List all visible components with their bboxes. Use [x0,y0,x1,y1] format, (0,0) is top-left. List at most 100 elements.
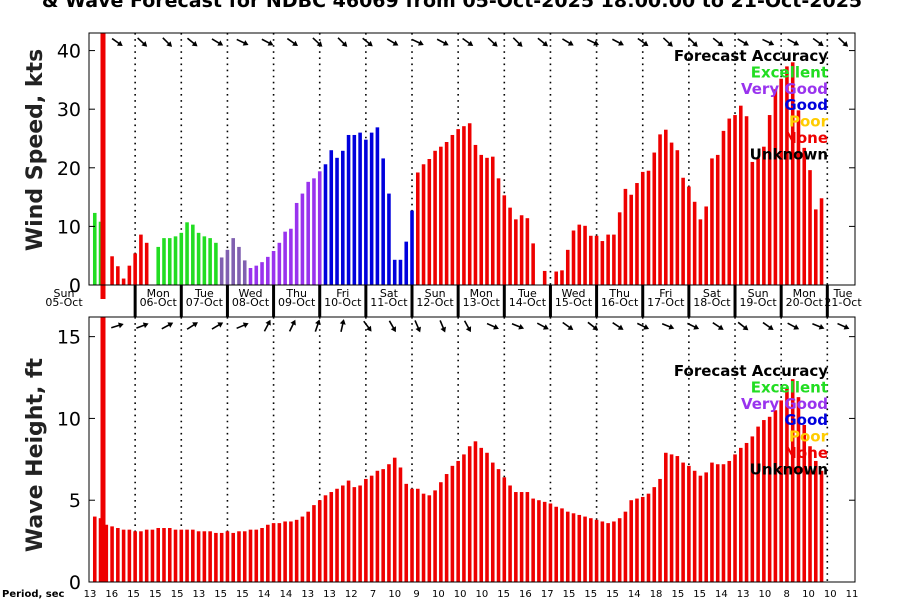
wave-bar [808,446,812,582]
day-date-label: 13-Oct [463,296,501,309]
wind-bar [277,242,282,285]
wind-bar [335,157,339,285]
day-of-week-label: Tue [833,287,853,300]
wave-bar [785,388,789,582]
wave-height-bars [92,379,824,582]
wave-bar [248,529,253,582]
wind-bar [664,129,668,285]
wave-bar [640,496,645,582]
wind-bar [606,234,610,285]
wave-bar [727,460,732,582]
wind-bar [341,150,345,285]
wind-bar [439,146,443,285]
day-of-week-label: Fri [336,287,349,300]
wave-bar [612,521,616,582]
wind-direction-arrow [211,38,224,46]
wave-direction-arrow [587,321,599,331]
day-date-label: 07-Oct [186,296,224,309]
wave-bar [462,454,466,582]
wind-bar [756,158,760,285]
wave-bar [531,498,535,582]
wave-bar [214,532,218,582]
day-date-label: 17-Oct [647,296,685,309]
wave-legend-title: Forecast Accuracy [674,362,828,380]
wave-legend-item: Unknown [750,460,828,478]
wind-bar [433,150,437,285]
period-tick: 17 [541,589,554,600]
wind-bar [202,236,207,285]
wind-bar [687,186,691,285]
wind-bar [294,202,299,285]
wave-direction-arrow [486,322,499,330]
wind-bar [710,158,714,285]
wave-bar [92,516,97,582]
wave-bar [704,472,708,582]
wave-bar [444,474,449,582]
wind-legend-item: None [784,129,828,147]
wind-direction-arrow [286,37,298,47]
wind-direction-arrow [462,37,474,47]
wave-direction-arrow [388,320,396,333]
period-tick: 15 [497,589,510,600]
period-tick: 14 [280,589,293,600]
wind-bar [266,256,270,285]
period-axis-label: Period, sec [2,589,65,600]
period-tick: 13 [84,589,97,600]
period-tick: 13 [192,589,205,600]
wind-bar [467,123,472,285]
wave-bar [283,521,287,582]
wave-bar [277,523,282,582]
wind-direction-arrow [512,37,523,47]
wind-bar [531,243,535,285]
wave-bar [191,529,195,582]
wave-bar [652,487,657,582]
day-date-label: 06-Oct [140,296,178,309]
wind-bar [346,134,351,285]
day-of-week-label: Thu [285,287,307,300]
day-of-week-label: Tue [194,287,214,300]
wave-bar [225,531,230,582]
wave-bar [715,464,720,582]
wind-direction-arrow [562,38,574,46]
wave-bar [496,469,501,582]
wind-bar [185,222,189,285]
wave-bar [294,519,299,582]
wind-bar [802,147,807,285]
wind-bar [525,218,530,285]
wave-direction-arrow [414,320,421,333]
wave-bar [525,492,530,582]
wave-bar [589,518,593,582]
wind-bar [208,238,212,285]
wave-bar [369,475,374,582]
wind-bar [196,232,201,285]
wind-bar [571,230,576,285]
wave-bar [773,410,778,582]
wave-bar [381,469,385,582]
wind-bar [156,246,161,285]
wind-bar [652,152,657,285]
wave-bar [439,482,443,582]
day-date-label: 11-Oct [370,296,408,309]
wave-direction-arrow [536,322,549,330]
wave-bar [150,529,155,582]
period-tick: 7 [370,589,376,600]
wind-ytick-label: 40 [57,41,81,63]
day-of-week-label: Mon [470,287,493,300]
wind-direction-arrow [611,38,624,46]
wind-direction-arrow [637,37,649,47]
wave-bar [162,528,166,582]
wind-legend-item: Unknown [750,145,828,163]
wind-bar [508,207,512,285]
wind-direction-arrow [186,37,198,47]
wave-bar [629,500,633,582]
period-tick: 10 [802,589,815,600]
day-date-label: 12-Oct [416,296,454,309]
wave-bar [542,501,547,582]
wave-bar [577,514,582,582]
wave-bar [387,464,391,582]
wind-bar [173,236,178,285]
period-tick: 15 [214,589,227,600]
period-tick: 13 [301,589,314,600]
